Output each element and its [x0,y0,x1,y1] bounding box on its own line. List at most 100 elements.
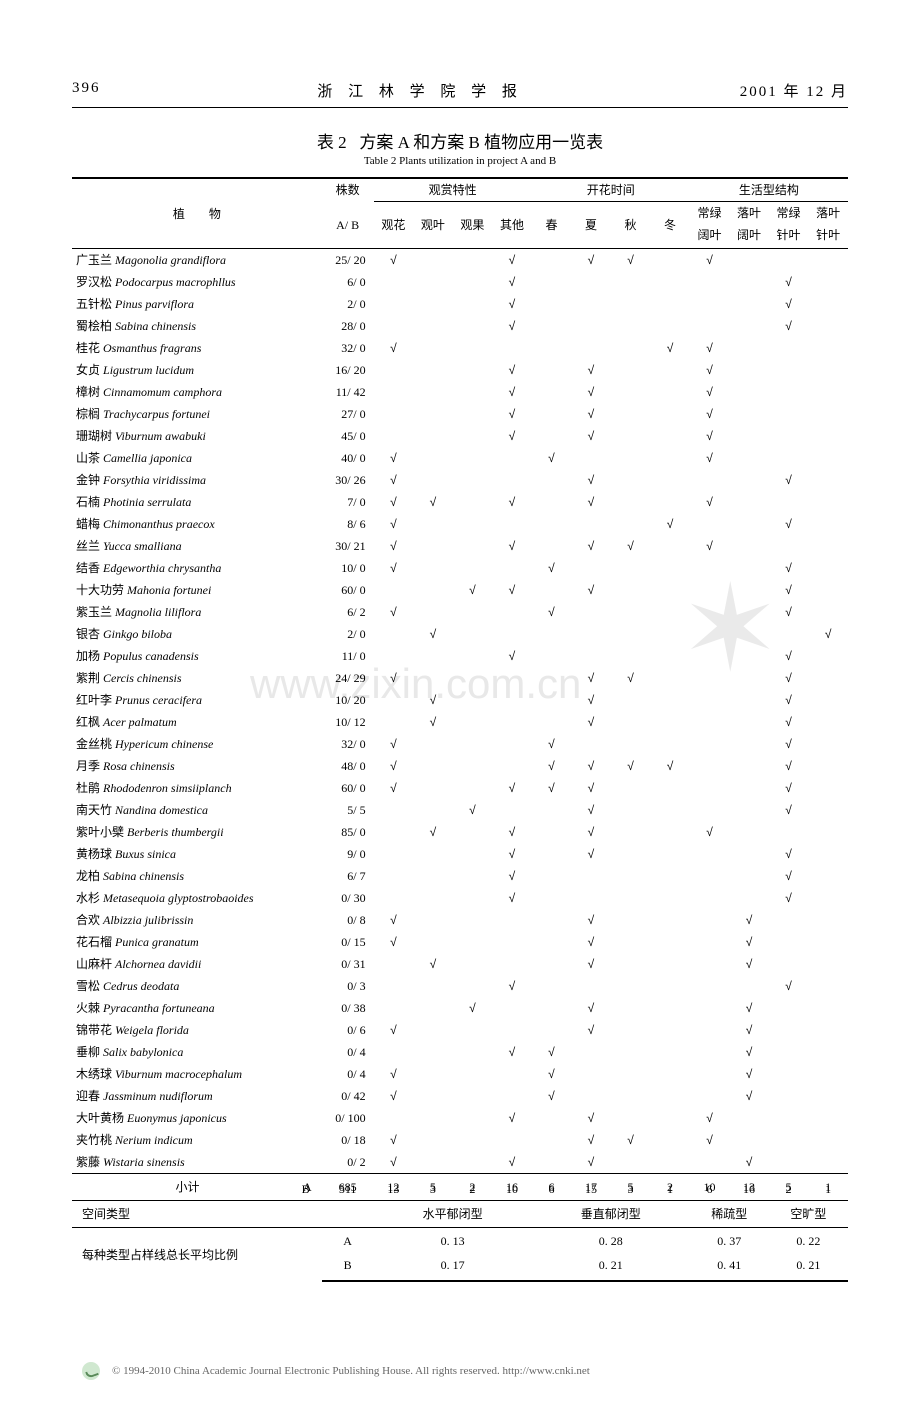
check-cell [374,799,414,821]
check-cell: √ [413,491,453,513]
check-cell [374,381,414,403]
check-cell: √ [690,381,730,403]
check-cell [413,557,453,579]
check-cell [374,403,414,425]
plant-name: 珊瑚树 Viburnum awabuki [72,425,322,447]
check-cell: √ [492,535,532,557]
check-cell: √ [571,579,611,601]
check-cell: √ [492,1041,532,1063]
check-cell [611,271,651,293]
check-cell [374,579,414,601]
check-cell [492,1019,532,1041]
table-row: 杜鹃 Rhododenron simsiiplanch60/ 0√√√√√ [72,777,848,799]
check-cell [690,997,730,1019]
check-cell: √ [492,843,532,865]
check-cell: √ [492,249,532,272]
check-cell: √ [453,579,493,601]
check-cell [532,1129,572,1151]
table-row: 加杨 Populus canadensis11/ 0√√ [72,645,848,667]
check-cell [532,337,572,359]
check-cell [571,447,611,469]
check-cell: √ [769,975,809,997]
check-cell: √ [532,755,572,777]
check-cell [769,1107,809,1129]
table-row: 金钟 Forsythia viridissima30/ 26√√√ [72,469,848,491]
check-cell [492,733,532,755]
table-row: 垂柳 Salix babylonica0/ 4√√√ [72,1041,848,1063]
check-cell [453,975,493,997]
subtotal-cell: 13 [374,1178,414,1201]
check-cell: √ [374,469,414,491]
check-cell [650,1107,690,1129]
check-cell [532,975,572,997]
pdf-icon[interactable] [82,1362,100,1380]
check-cell [413,1129,453,1151]
table-row: 珊瑚树 Viburnum awabuki45/ 0√√√ [72,425,848,447]
check-cell: √ [492,887,532,909]
check-cell: √ [374,557,414,579]
check-cell [729,821,769,843]
check-cell: √ [453,997,493,1019]
check-cell [453,557,493,579]
check-cell [453,1041,493,1063]
check-cell [492,469,532,491]
space-type-label: 空间类型 [72,1201,322,1228]
check-cell [729,843,769,865]
plant-name: 山茶 Camellia japonica [72,447,322,469]
check-cell [413,1151,453,1174]
check-cell: √ [532,1063,572,1085]
check-cell: √ [690,337,730,359]
check-cell: √ [571,843,611,865]
table-title-text: 方案 A 和方案 B 植物应用一览表 [359,133,603,152]
check-cell [650,1129,690,1151]
check-cell [769,425,809,447]
check-cell [729,1129,769,1151]
check-cell [453,359,493,381]
check-cell [453,271,493,293]
check-cell [532,667,572,689]
plant-count: 11/ 0 [322,645,374,667]
check-cell [532,425,572,447]
check-cell: √ [492,425,532,447]
check-cell: √ [492,315,532,337]
check-cell [532,887,572,909]
check-cell: √ [571,997,611,1019]
table-row: 桂花 Osmanthus fragrans32/ 0√√√ [72,337,848,359]
plant-name: 花石榴 Punica granatum [72,931,322,953]
check-cell: √ [690,491,730,513]
plant-count: 60/ 0 [322,579,374,601]
check-cell [650,315,690,337]
col-c12a: 落叶 [808,202,848,225]
check-cell [808,799,848,821]
check-cell: √ [492,293,532,315]
plant-name: 合欢 Albizzia julibrissin [72,909,322,931]
check-cell [808,733,848,755]
page-number: 396 [72,80,101,101]
check-cell [492,711,532,733]
col-c8: 冬 [650,202,690,249]
plant-count: 7/ 0 [322,491,374,513]
check-cell [532,1019,572,1041]
check-cell [729,755,769,777]
check-cell [453,1107,493,1129]
check-cell [413,249,453,272]
check-cell: √ [769,733,809,755]
check-cell [374,821,414,843]
check-cell: √ [769,777,809,799]
check-cell: √ [413,689,453,711]
check-cell: √ [413,623,453,645]
check-cell [413,447,453,469]
check-cell [808,843,848,865]
plant-name: 月季 Rosa chinensis [72,755,322,777]
check-cell [611,381,651,403]
plant-name: 石楠 Photinia serrulata [72,491,322,513]
table-row: 石楠 Photinia serrulata7/ 0√√√√√ [72,491,848,513]
table-row: 雪松 Cedrus deodata0/ 3√√ [72,975,848,997]
check-cell: √ [650,337,690,359]
plant-count: 0/ 8 [322,909,374,931]
check-cell [492,667,532,689]
plant-count: 45/ 0 [322,425,374,447]
plant-count: 0/ 15 [322,931,374,953]
plant-count: 30/ 21 [322,535,374,557]
check-cell [650,887,690,909]
